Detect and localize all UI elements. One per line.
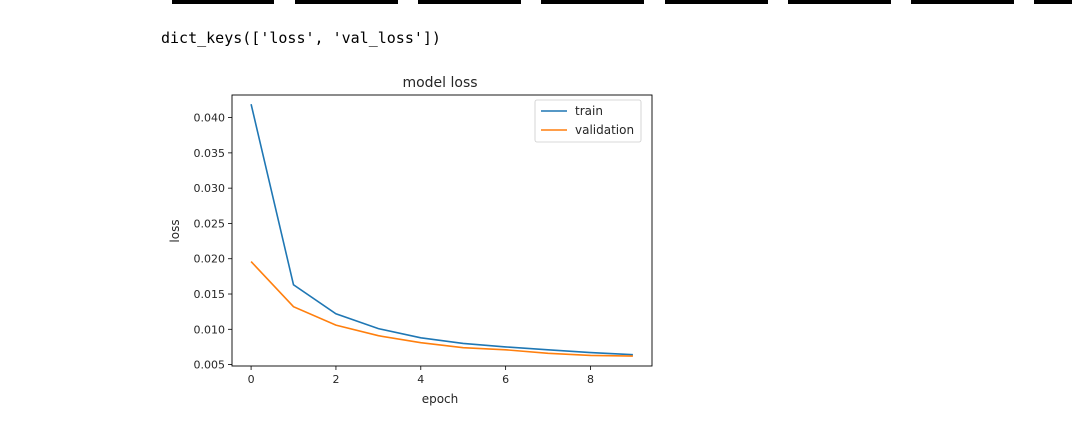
y-tick-label: 0.005 [194,359,226,372]
y-axis: 0.005 0.010 0.015 0.020 0.025 0.030 0.035 0.040 [194,112,232,372]
legend: train validation [534,99,642,143]
x-axis: 0 2 4 6 8 [248,366,594,386]
x-tick-label: 0 [248,373,255,386]
x-tick-label: 2 [332,373,339,386]
top-bar-segment [1034,0,1072,4]
top-bar-segment [418,0,521,4]
x-tick-label: 8 [587,373,594,386]
axes-frame [231,94,653,367]
plot-area [250,104,633,357]
y-tick-label: 0.040 [194,112,226,125]
x-tick-label: 4 [417,373,424,386]
top-bar-segment [295,0,398,4]
legend-label-validation: validation [575,123,634,137]
chart-title: model loss [402,75,477,91]
top-bar-segment [541,0,644,4]
x-tick-label: 6 [502,373,509,386]
y-tick-label: 0.035 [194,147,226,160]
y-tick-label: 0.010 [194,323,226,336]
y-axis-label: loss [168,219,182,242]
top-bar-segment [665,0,768,4]
y-tick-label: 0.025 [194,217,226,230]
top-bar-segment [911,0,1014,4]
cell-output-text: dict_keys(['loss', 'val_loss']) [161,29,441,47]
series-line-train [250,104,633,356]
top-bar-segment [172,0,274,4]
series-line-validation [250,261,633,357]
top-bar-segment [788,0,891,4]
y-tick-label: 0.030 [194,182,226,195]
y-tick-label: 0.020 [194,253,226,266]
legend-label-train: train [575,104,603,118]
x-axis-label: epoch [422,392,459,406]
y-tick-label: 0.015 [194,288,226,301]
